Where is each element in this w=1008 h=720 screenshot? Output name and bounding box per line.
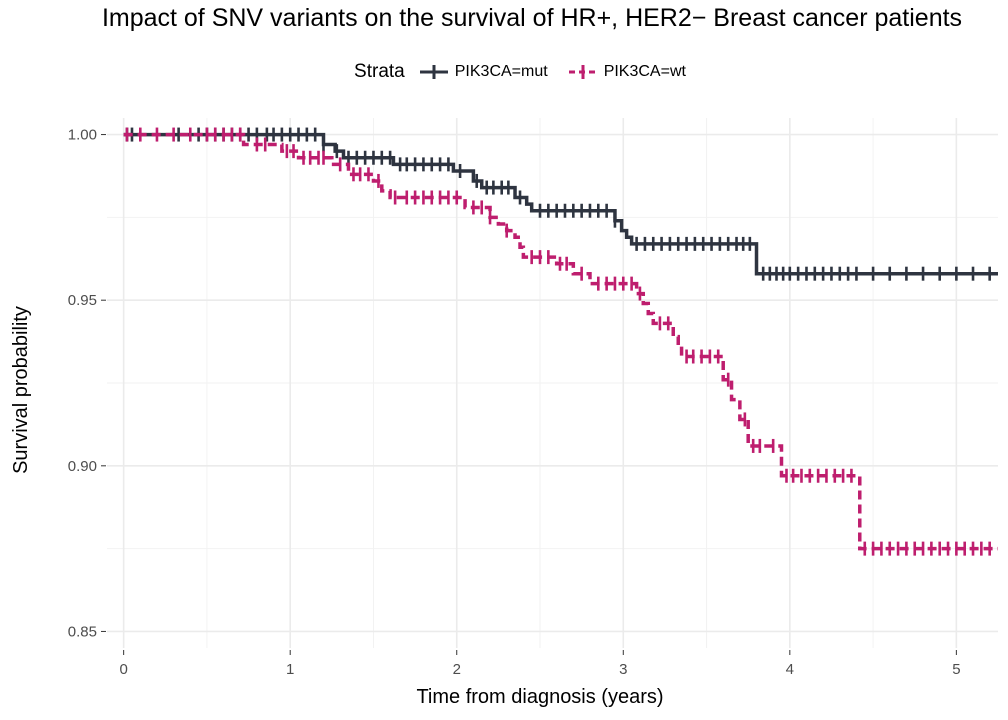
grid — [107, 118, 998, 648]
x-tick-label: 1 — [286, 661, 294, 678]
x-tick-label: 0 — [119, 661, 127, 678]
legend-label-mut: PIK3CA=mut — [454, 63, 548, 80]
legend: Strata PIK3CA=mut PIK3CA=wt — [0, 61, 1008, 83]
survival-curve-mut — [123, 132, 998, 276]
x-tick-label: 2 — [453, 661, 461, 678]
legend-key-mut-icon — [419, 65, 448, 79]
axes: 0 1 2 3 4 5 0.85 0.90 0.95 1.00 — [68, 127, 961, 678]
legend-key-wt-icon — [568, 65, 597, 79]
y-axis-label: Survival probability — [10, 306, 32, 474]
x-tick-label: 5 — [952, 661, 960, 678]
legend-item-wt: PIK3CA=wt — [568, 63, 686, 81]
chart-title: Impact of SNV variants on the survival o… — [101, 4, 963, 32]
legend-label-wt: PIK3CA=wt — [603, 63, 686, 80]
curves — [123, 127, 998, 556]
y-tick-label: 1.00 — [68, 127, 97, 144]
legend-title: Strata — [354, 61, 405, 82]
y-tick-label: 0.90 — [68, 458, 97, 475]
x-tick-label: 4 — [786, 661, 794, 678]
y-tick-label: 0.95 — [68, 292, 97, 309]
x-tick-label: 3 — [619, 661, 627, 678]
survival-curve-wt — [123, 132, 998, 551]
y-tick-label: 0.85 — [68, 623, 97, 640]
x-axis-label: Time from diagnosis (years) — [416, 686, 663, 708]
legend-item-mut: PIK3CA=mut — [419, 63, 548, 81]
